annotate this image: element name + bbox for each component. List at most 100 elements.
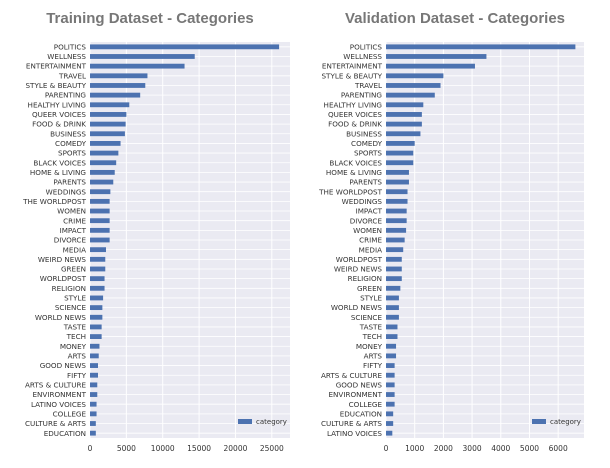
training-bar bbox=[90, 208, 110, 214]
training-category-label: WEDDINGS bbox=[46, 187, 87, 196]
validation-category-label: CULTURE & ARTS bbox=[321, 419, 382, 428]
validation-bar bbox=[386, 421, 394, 426]
validation-category-label: WORLD NEWS bbox=[331, 303, 383, 312]
training-bar bbox=[90, 227, 110, 233]
training-bar bbox=[90, 247, 106, 253]
training-category-label: FOOD & DRINK bbox=[32, 120, 86, 129]
validation-bar bbox=[386, 218, 407, 224]
validation-category-label: ENVIRONMENT bbox=[329, 390, 383, 399]
training-bar bbox=[90, 324, 102, 330]
validation-bar bbox=[386, 169, 409, 175]
validation-category-label: SCIENCE bbox=[351, 313, 383, 322]
validation-category-label: STYLE bbox=[360, 294, 382, 303]
training-bar bbox=[90, 44, 280, 50]
validation-category-label: WEIRD NEWS bbox=[334, 265, 383, 274]
training-category-label: TRAVEL bbox=[58, 71, 86, 80]
training-bar bbox=[90, 189, 111, 195]
validation-bar bbox=[386, 353, 397, 359]
validation-category-label: GREEN bbox=[357, 284, 382, 293]
validation-bar bbox=[386, 121, 422, 127]
training-bar bbox=[90, 421, 96, 426]
training-bar bbox=[90, 392, 98, 397]
validation-bar bbox=[386, 198, 408, 204]
training-category-label: SPORTS bbox=[58, 149, 86, 158]
training-category-label: LATINO VOICES bbox=[31, 400, 86, 409]
training-bar bbox=[90, 305, 103, 311]
training-category-label: WEIRD NEWS bbox=[38, 255, 87, 264]
training-category-label: COMEDY bbox=[55, 139, 87, 148]
training-bar bbox=[90, 276, 105, 282]
validation-category-label: QUEER VOICES bbox=[328, 110, 382, 119]
training-category-label: CULTURE & ARTS bbox=[25, 419, 86, 428]
training-bar bbox=[90, 218, 110, 224]
training-bar bbox=[90, 430, 96, 436]
validation-legend-swatch bbox=[532, 419, 546, 424]
validation-category-label: BLACK VOICES bbox=[329, 158, 382, 167]
validation-bar bbox=[386, 227, 407, 233]
validation-bar bbox=[386, 83, 441, 88]
training-bar bbox=[90, 266, 106, 272]
validation-bar bbox=[386, 256, 402, 262]
validation-category-label: HEALTHY LIVING bbox=[324, 100, 382, 109]
training-bar bbox=[90, 295, 104, 301]
validation-category-label: WELLNESS bbox=[343, 52, 382, 61]
training-bar bbox=[90, 160, 117, 166]
validation-category-label: RELIGION bbox=[348, 274, 382, 283]
validation-category-label: MONEY bbox=[356, 342, 383, 351]
training-category-label: STYLE & BEAUTY bbox=[26, 81, 87, 90]
validation-category-label: TASTE bbox=[359, 323, 383, 332]
training-chart-panel: Training Dataset - Categories 0 5000 10000… bbox=[0, 0, 300, 463]
validation-bar bbox=[386, 73, 444, 79]
validation-bar bbox=[386, 131, 421, 137]
validation-bar bbox=[386, 324, 398, 330]
validation-category-label: WORLDPOST bbox=[336, 255, 383, 264]
validation-bar bbox=[386, 266, 402, 272]
validation-bar bbox=[386, 314, 399, 320]
training-category-label: EDUCATION bbox=[44, 429, 86, 438]
validation-bar bbox=[386, 247, 404, 253]
validation-bar bbox=[386, 102, 424, 108]
training-legend-swatch bbox=[238, 419, 252, 424]
training-category-label: ARTS bbox=[68, 352, 87, 361]
training-x-tick-label: 0 bbox=[88, 444, 93, 453]
validation-bar bbox=[386, 112, 422, 117]
training-x-tick-label: 25000 bbox=[260, 444, 284, 453]
validation-category-label: LATINO VOICES bbox=[327, 429, 382, 438]
validation-category-label: THE WORLDPOST bbox=[318, 187, 382, 196]
training-legend: category bbox=[238, 418, 287, 426]
validation-x-tick-label: 0 bbox=[384, 444, 389, 453]
validation-bar bbox=[386, 179, 409, 185]
validation-category-label: COLLEGE bbox=[349, 400, 383, 409]
training-bar bbox=[90, 83, 146, 88]
training-category-label: GREEN bbox=[61, 265, 86, 274]
validation-chart-panel: Validation Dataset - Categories 0 1000 200… bbox=[300, 0, 610, 463]
training-bar bbox=[90, 382, 98, 388]
validation-bar bbox=[386, 54, 487, 59]
training-x-tick-label: 10000 bbox=[151, 444, 175, 453]
training-category-label: HOME & LIVING bbox=[30, 168, 86, 177]
validation-chart-title: Validation Dataset - Categories bbox=[344, 10, 566, 27]
training-category-label: WOMEN bbox=[57, 207, 86, 216]
training-bar bbox=[90, 372, 98, 378]
validation-category-label: POLITICS bbox=[350, 42, 383, 51]
training-category-label: WELLNESS bbox=[47, 52, 86, 61]
validation-bar bbox=[386, 363, 395, 368]
validation-category-label: SPORTS bbox=[354, 149, 382, 158]
training-chart: 0 5000 10000 15000 20000 25000 POLITICSWELLNES… bbox=[22, 42, 290, 453]
validation-legend-label: category bbox=[550, 418, 581, 426]
training-category-label: TECH bbox=[66, 332, 86, 341]
validation-bar bbox=[386, 334, 398, 339]
validation-bar bbox=[386, 63, 475, 69]
validation-category-label: ARTS bbox=[364, 352, 383, 361]
training-bar bbox=[90, 141, 121, 146]
validation-category-label: FOOD & DRINK bbox=[328, 120, 382, 129]
training-bar bbox=[90, 237, 110, 243]
training-category-label: TASTE bbox=[63, 323, 87, 332]
validation-category-label: MEDIA bbox=[359, 245, 382, 254]
training-bar bbox=[90, 121, 126, 127]
training-bar bbox=[90, 112, 127, 117]
training-category-label: ARTS & CULTURE bbox=[25, 380, 86, 389]
training-bar bbox=[90, 169, 115, 175]
validation-x-tick-label: 3000 bbox=[463, 444, 482, 453]
training-category-label: MEDIA bbox=[63, 245, 86, 254]
